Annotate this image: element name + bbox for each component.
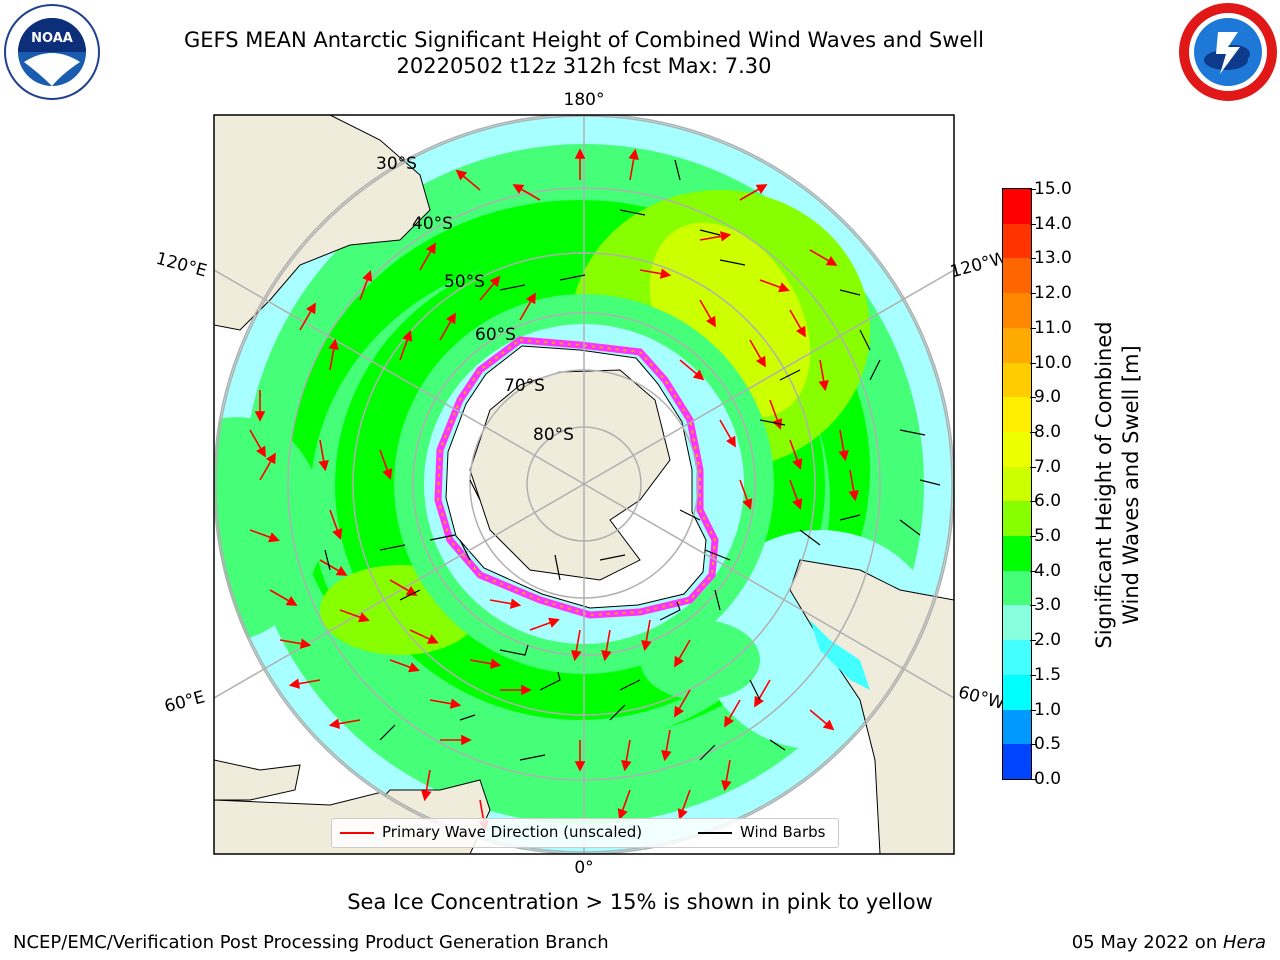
lat-label-60s: 60°S	[475, 325, 516, 345]
lat-label-70s: 70°S	[504, 376, 545, 396]
nws-logo	[1179, 3, 1277, 101]
lon-label-0: 0°	[574, 858, 593, 878]
colorbar-segment	[1003, 189, 1031, 225]
antarctica	[434, 336, 719, 619]
lon-label-180: 180°	[564, 90, 605, 110]
colorbar-segment	[1003, 536, 1031, 572]
lon-label-60w: 60°W	[956, 682, 1007, 714]
footer-date-text: 05 May 2022 on	[1071, 932, 1223, 953]
footer-date: 05 May 2022 on Hera	[1072, 932, 1266, 953]
colorbar-tick-label: 10.0	[1030, 352, 1072, 373]
colorbar-segment	[1003, 223, 1031, 259]
wave-direction-swatch	[340, 832, 374, 834]
colorbar-tick-label: 2.0	[1029, 630, 1062, 651]
colorbar-segment	[1003, 466, 1031, 502]
lon-label-120e: 120°E	[154, 249, 209, 282]
colorbar-tick-label: 12.0	[1030, 283, 1072, 304]
colorbar-tick-label: 13.0	[1030, 248, 1072, 269]
colorbar-tick-label: 11.0	[1030, 317, 1072, 338]
colorbar-label-line1: Significant Height of Combined	[1092, 321, 1116, 649]
colorbar-tick-label: 0.5	[1029, 734, 1062, 755]
noaa-logo-text: NOAA	[31, 31, 73, 46]
wind-barbs	[324, 159, 941, 761]
colorbar-segment	[1003, 501, 1031, 537]
wind-barb-swatch	[698, 832, 732, 834]
lat-label-40s: 40°S	[412, 214, 453, 234]
colorbar	[1002, 188, 1032, 780]
colorbar-tick-label: 1.5	[1029, 664, 1062, 685]
colorbar-segment	[1003, 293, 1031, 329]
colorbar-label: Significant Height of Combined Wind Wave…	[1091, 295, 1145, 675]
colorbar-segment	[1003, 744, 1031, 780]
chart-title: GEFS MEAN Antarctic Significant Height o…	[183, 28, 985, 52]
colorbar-tick-label: 3.0	[1029, 595, 1062, 616]
colorbar-segment	[1003, 709, 1031, 745]
footer-credit: NCEP/EMC/Verification Post Processing Pr…	[13, 932, 609, 953]
legend-wave-label: Primary Wave Direction (unscaled)	[382, 823, 643, 841]
colorbar-tick-label: 4.0	[1029, 560, 1062, 581]
colorbar-tick-label: 0.0	[1029, 769, 1062, 789]
chart-subtitle: 20220502 t12z 312h fcst Max: 7.30	[396, 54, 772, 78]
colorbar-segment	[1003, 397, 1031, 433]
colorbar-label-line2: Wind Waves and Swell [m]	[1119, 345, 1143, 625]
footer-host: Hera	[1222, 932, 1266, 953]
lon-label-120w: 120°W	[948, 248, 1009, 282]
legend-wind-label: Wind Barbs	[740, 823, 826, 841]
colorbar-segment	[1003, 674, 1031, 711]
map-legend: Primary Wave Direction (unscaled) Wind B…	[331, 818, 839, 848]
colorbar-segment	[1003, 605, 1031, 641]
colorbar-segment	[1003, 327, 1031, 364]
lon-label-60e: 60°E	[162, 687, 207, 717]
colorbar-segment	[1003, 570, 1031, 606]
colorbar-tick-label: 1.0	[1029, 699, 1062, 720]
colorbar-tick-label: 7.0	[1029, 456, 1062, 477]
colorbar-tick-label: 5.0	[1029, 526, 1062, 547]
noaa-logo: NOAA	[4, 4, 100, 100]
colorbar-segment	[1003, 640, 1031, 676]
graticule	[214, 115, 954, 854]
colorbar-tick-label: 15.0	[1030, 179, 1072, 199]
colorbar-segment	[1003, 362, 1031, 398]
lat-label-80s: 80°S	[533, 425, 574, 445]
colorbar-tick-label: 6.0	[1029, 491, 1062, 512]
colorbar-tick-label: 8.0	[1029, 421, 1062, 442]
colorbar-tick-label: 14.0	[1030, 213, 1072, 234]
colorbar-tick-label: 9.0	[1029, 387, 1062, 408]
wave-direction-arrows	[249, 148, 859, 832]
colorbar-segment	[1003, 258, 1031, 294]
sea-ice-note: Sea Ice Concentration > 15% is shown in …	[347, 890, 933, 914]
colorbar-segment	[1003, 431, 1031, 468]
lat-label-30s: 30°S	[376, 154, 417, 174]
lat-label-50s: 50°S	[444, 272, 485, 292]
